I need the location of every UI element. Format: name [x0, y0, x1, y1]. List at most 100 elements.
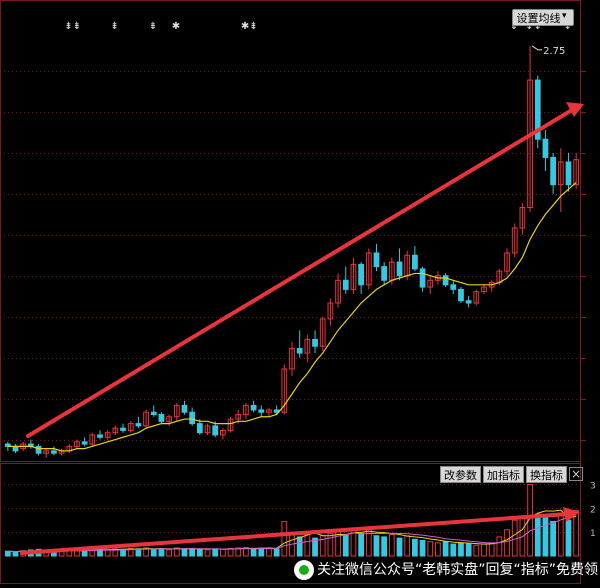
volume-bar [473, 544, 480, 557]
volume-bar [465, 543, 472, 557]
candle-body [573, 159, 580, 186]
event-marker: ⇟⇟ [525, 21, 542, 32]
candle-body [266, 409, 272, 413]
switch-indicator-button[interactable]: 换指标 [526, 466, 567, 483]
price-panel-frame [0, 0, 581, 462]
candle-body [350, 263, 357, 290]
candle-body [365, 252, 372, 286]
high-price-label: 2.75 [543, 46, 565, 57]
volume-bar [181, 548, 188, 557]
volume-bar [534, 513, 541, 557]
volume-axis-label: 3 [590, 481, 596, 491]
volume-bar [4, 550, 11, 557]
add-indicator-button[interactable]: 加指标 [483, 466, 524, 483]
volume-ma5-line [7, 509, 577, 552]
volume-bar [565, 519, 572, 557]
candle-body [173, 404, 180, 418]
candle-body [74, 441, 80, 447]
candle-body [127, 423, 134, 431]
candle-body [81, 441, 88, 445]
wechat-logo-icon [293, 560, 314, 580]
volume-bar [404, 535, 411, 557]
volume-bar [481, 543, 487, 557]
volume-bar [427, 541, 434, 557]
volume-axis-label: 1 [590, 529, 596, 539]
candle-body [319, 318, 326, 347]
edit-params-button[interactable]: 改参数 [440, 466, 481, 483]
chevron-down-icon[interactable]: ▾ [562, 11, 567, 21]
volume-bar [304, 534, 311, 557]
candle-body [296, 348, 303, 354]
event-marker: ⇟ [149, 21, 157, 32]
volume-trend-arrow-line [20, 512, 570, 555]
candle-body [342, 279, 349, 290]
event-marker: ✱ [172, 21, 180, 32]
volume-bar [112, 548, 119, 557]
candle-body [219, 429, 226, 436]
event-marker: ⇟⇟ [64, 21, 81, 32]
candle-body [250, 404, 257, 411]
candle-body [473, 291, 480, 304]
candle-body [243, 404, 249, 415]
volume-bar [81, 550, 88, 557]
candle-body [196, 423, 203, 434]
volume-bar [511, 519, 518, 557]
volume-bar [189, 547, 196, 557]
candle-body [143, 411, 149, 427]
volume-bar [527, 483, 533, 557]
candle-body [51, 450, 57, 454]
candle-body [381, 266, 388, 281]
volume-bar [127, 547, 134, 557]
candle-body [358, 263, 365, 286]
volume-bar [342, 534, 349, 557]
volume-bar [258, 547, 265, 557]
candle-body [35, 445, 42, 454]
candle-body [534, 79, 541, 140]
close-indicator-button[interactable]: × [569, 467, 583, 481]
volume-bar [358, 532, 365, 557]
volume-bar [150, 548, 157, 557]
volume-bar [273, 548, 280, 557]
candle-body [550, 156, 557, 186]
candle-body [427, 279, 434, 288]
volume-bar [388, 534, 395, 557]
volume-bar [219, 548, 226, 557]
candle-body [419, 268, 426, 288]
candle-body [120, 427, 126, 431]
volume-bar [435, 542, 441, 557]
candle-body [511, 227, 518, 254]
candle-body [112, 427, 119, 434]
candle-body [150, 411, 157, 415]
candle-body [312, 338, 318, 347]
candle-body [235, 413, 242, 420]
volume-bar [458, 542, 464, 557]
event-marker: ⇟ [510, 21, 518, 32]
volume-bar [173, 547, 180, 557]
ma-line [7, 181, 577, 452]
volume-bar [542, 517, 549, 557]
volume-bar [488, 542, 495, 557]
volume-bar [450, 543, 457, 557]
candle-body [12, 445, 19, 452]
candle-body [97, 434, 103, 438]
volume-trend-arrow-head [563, 507, 580, 522]
volume-bar [166, 549, 173, 557]
set-ma-button[interactable]: 设置均线 [512, 9, 574, 26]
volume-bar [227, 547, 234, 557]
volume-bar [396, 537, 403, 557]
candle-body [89, 434, 96, 445]
candle-body [166, 416, 173, 422]
volume-bar [496, 536, 503, 557]
candle-body [465, 300, 472, 304]
candle-body [327, 302, 334, 320]
volume-bar [442, 541, 449, 557]
volume-bar [504, 529, 510, 557]
candle-body [104, 432, 111, 438]
candle-body [281, 368, 288, 413]
candle-body [158, 413, 165, 422]
event-marker: ✱⇟ [241, 21, 258, 32]
volume-bar [312, 537, 318, 557]
volume-bar [550, 520, 557, 557]
candle-body [481, 286, 487, 293]
